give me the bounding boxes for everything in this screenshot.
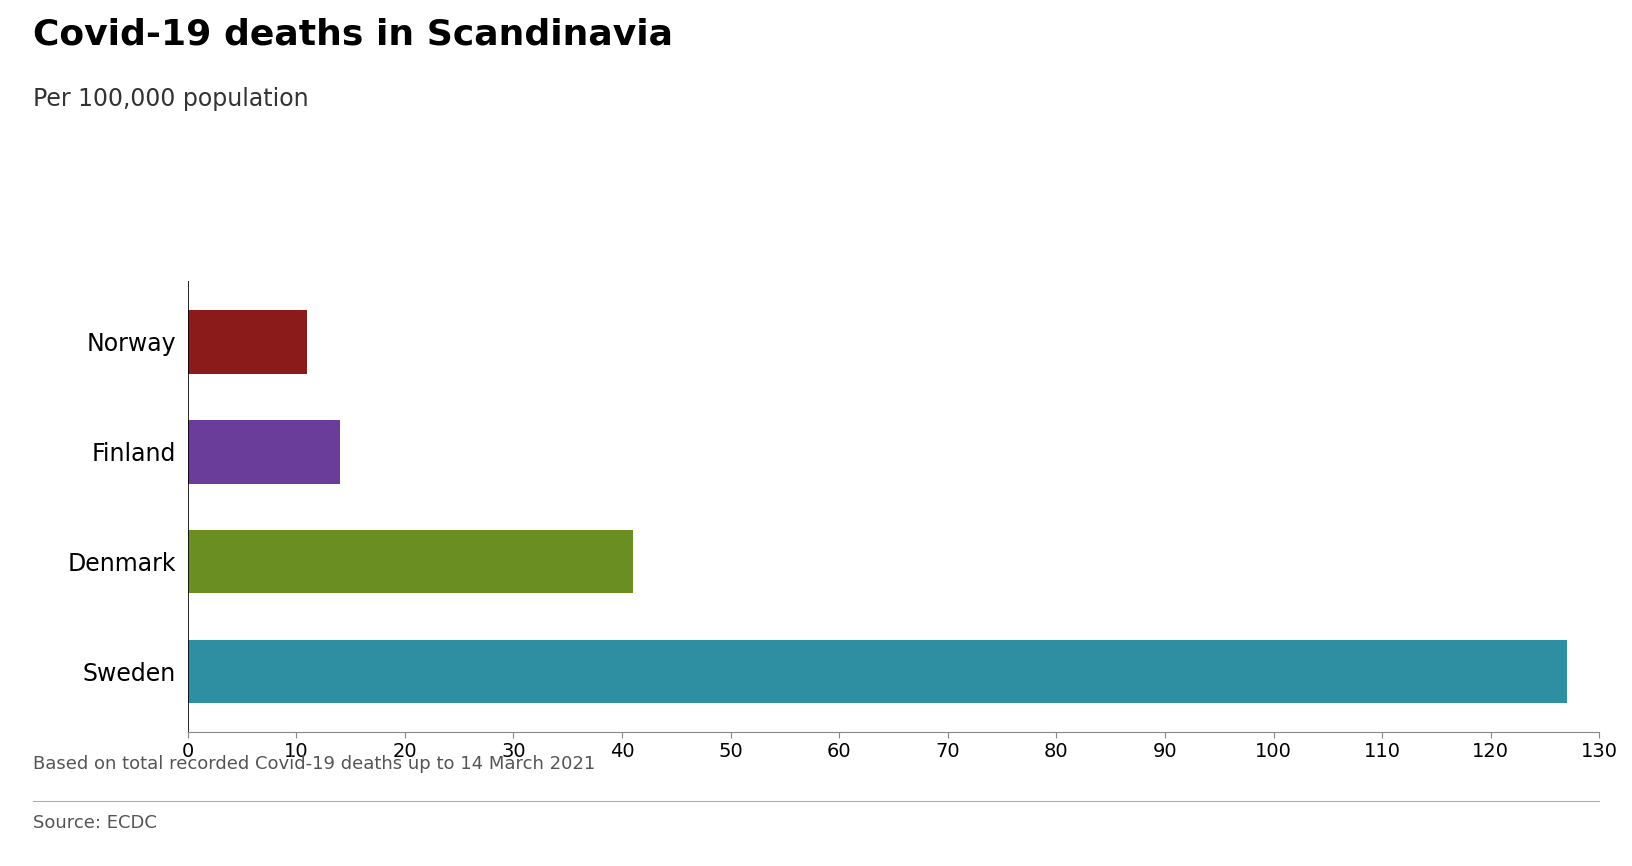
Bar bbox=[188, 530, 633, 593]
Text: Based on total recorded Covid-19 deaths up to 14 March 2021: Based on total recorded Covid-19 deaths … bbox=[33, 755, 596, 773]
Bar bbox=[188, 420, 339, 483]
Text: Source: ECDC: Source: ECDC bbox=[33, 814, 157, 832]
Text: Covid-19 deaths in Scandinavia: Covid-19 deaths in Scandinavia bbox=[33, 17, 672, 51]
Bar bbox=[188, 310, 307, 374]
Text: BBC: BBC bbox=[1552, 821, 1594, 838]
Text: Per 100,000 population: Per 100,000 population bbox=[33, 87, 308, 111]
Bar bbox=[188, 639, 1567, 703]
